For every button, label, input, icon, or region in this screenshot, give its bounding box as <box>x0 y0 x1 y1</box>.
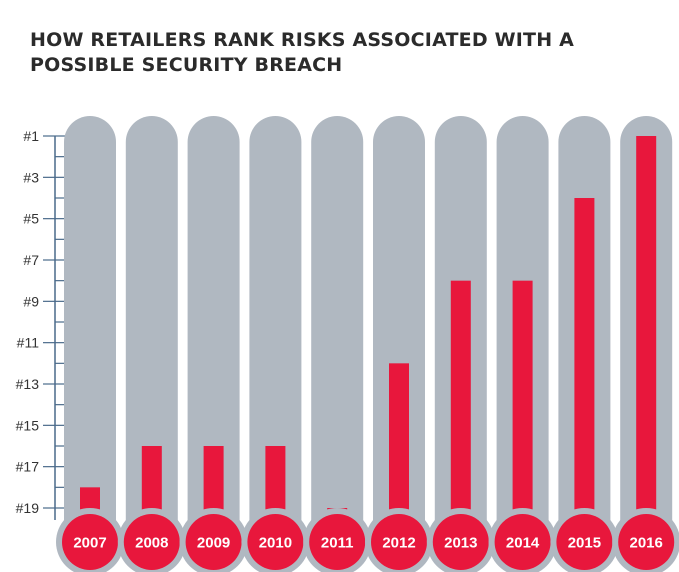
x-category-label: 2013 <box>444 535 477 552</box>
y-tick-label: #9 <box>23 293 39 309</box>
bar <box>450 280 471 542</box>
thermometer-tube <box>249 116 302 543</box>
y-tick-label: #7 <box>23 252 39 268</box>
thermometer-2009: 2009 <box>179 116 248 572</box>
x-category-label: 2011 <box>321 535 354 552</box>
thermometer-2015: 2015 <box>550 116 619 572</box>
thermometer-tube <box>125 116 178 543</box>
thermometer-2008: 2008 <box>117 116 186 572</box>
y-tick-label: #5 <box>23 211 39 227</box>
thermometer-tube <box>311 116 364 543</box>
x-category-label: 2014 <box>506 535 540 552</box>
y-tick-label: #19 <box>16 500 40 516</box>
y-tick-label: #11 <box>17 335 40 351</box>
thermometer-2007: 2007 <box>56 116 124 572</box>
thermometer-bars: 2007 2008 2009 2010 2011 2012 2013 2014 2015 2016 <box>56 116 679 572</box>
y-tick-label: #1 <box>23 128 39 144</box>
bar <box>512 280 533 542</box>
bar <box>636 136 657 542</box>
x-category-label: 2008 <box>135 535 168 552</box>
y-tick-label: #17 <box>16 459 40 475</box>
thermometer-bulb <box>494 514 551 570</box>
thermometer-bulb <box>432 514 489 570</box>
thermometer-bulb <box>556 514 613 570</box>
thermometer-2016: 2016 <box>612 116 679 572</box>
x-category-label: 2016 <box>630 535 663 552</box>
thermometer-tube <box>64 116 116 542</box>
thermometer-bulb <box>62 514 118 570</box>
thermometer-tube <box>187 116 240 543</box>
thermometer-2012: 2012 <box>365 116 433 572</box>
thermometer-bulb <box>618 514 675 570</box>
x-category-label: 2012 <box>382 535 415 552</box>
thermometer-bulb <box>309 514 366 570</box>
thermometer-2011: 2011 <box>303 116 372 572</box>
bar <box>389 363 409 542</box>
thermometer-bulb <box>247 514 304 570</box>
x-category-label: 2007 <box>73 535 106 552</box>
y-axis: #1 #3 #5 #7 #9 #11 #13 #15 #17 #19 <box>16 128 67 520</box>
y-tick-label: #15 <box>16 417 40 433</box>
chart-title-line-1: HOW RETAILERS RANK RISKS ASSOCIATED WITH… <box>30 29 575 51</box>
thermometer-tube <box>373 116 425 542</box>
chart-title-line-2: POSSIBLE SECURITY BREACH <box>30 54 343 76</box>
bar <box>574 198 595 542</box>
thermometer-2014: 2014 <box>488 116 557 572</box>
x-category-label: 2009 <box>197 535 230 552</box>
thermometer-bulb <box>371 514 427 570</box>
x-category-label: 2015 <box>568 535 601 552</box>
thermometer-bulb <box>185 514 242 570</box>
y-tick-label: #13 <box>16 376 40 392</box>
x-category-label: 2010 <box>259 535 292 552</box>
thermometer-2013: 2013 <box>426 116 495 572</box>
chart-title: HOW RETAILERS RANK RISKS ASSOCIATED WITH… <box>30 28 650 78</box>
thermometer-2010: 2010 <box>241 116 310 572</box>
y-tick-label: #3 <box>23 169 39 185</box>
thermometer-bulb <box>123 514 180 570</box>
